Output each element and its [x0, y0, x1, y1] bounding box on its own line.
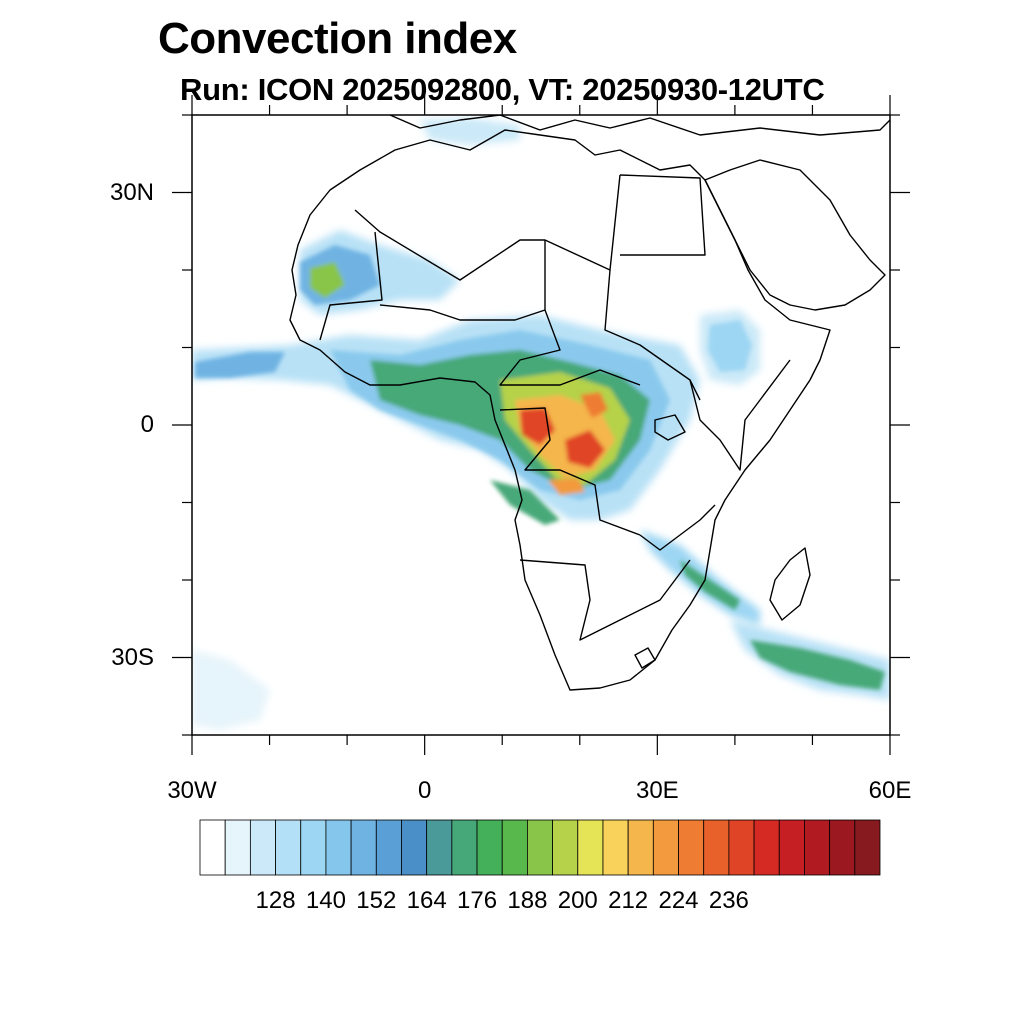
y-tick-label: 0 [140, 411, 154, 438]
colorbar-swatch [527, 819, 553, 876]
colorbar-swatch [627, 819, 654, 876]
colorbar-swatch [652, 819, 679, 876]
lesotho [634, 647, 656, 669]
colorbar-swatch [552, 819, 579, 876]
border-3 [319, 231, 383, 341]
colorbar-tick-label: 140 [305, 887, 346, 914]
colorbar-swatch [577, 819, 604, 876]
colorbar-swatch [249, 819, 276, 876]
border-5 [499, 309, 641, 386]
colorbar-tick-label: 212 [608, 887, 649, 914]
colorbar-swatch [375, 819, 402, 876]
colorbar-swatch [476, 819, 503, 876]
border-1 [354, 174, 621, 281]
colorbar-swatch [829, 819, 856, 876]
x-tick-label: 30W [167, 777, 217, 804]
y-tick-label: 30N [109, 178, 154, 206]
arabian-peninsula [704, 159, 886, 311]
field-sw-corner [192, 650, 270, 730]
colorbar-tick-label: 176 [457, 887, 498, 914]
map-subtitle: Run: ICON 2025092800, VT: 20250930-12UTC [180, 72, 825, 107]
colorbar-swatch [275, 819, 302, 876]
colorbar-swatch [778, 819, 805, 876]
colorbar-swatch [501, 819, 528, 876]
colorbar-tick-label: 152 [356, 887, 397, 914]
x-tick-label: 0 [417, 777, 432, 804]
border-10 [639, 504, 716, 551]
border-2 [379, 240, 546, 321]
colorbar-tick-label: 188 [507, 887, 548, 914]
colorbar-swatch [854, 819, 881, 876]
y-tick-label: 30S [111, 643, 154, 671]
colorbar-swatch [224, 819, 251, 876]
colorbar-swatch [300, 819, 327, 876]
x-tick-label: 30E [635, 777, 679, 804]
colorbar-swatch [451, 819, 478, 876]
madagascar [769, 547, 811, 621]
colorbar-tick-label: 224 [658, 887, 699, 914]
colorbar-swatch [703, 819, 730, 876]
colorbar-tick-label: 200 [557, 887, 598, 914]
axis-ticks [172, 95, 910, 755]
field-mediterranean [420, 118, 520, 145]
colorbar [199, 819, 881, 876]
colorbar-swatch [199, 819, 226, 876]
colorbar-tick-label: 128 [255, 887, 296, 914]
colorbar-swatch [728, 819, 755, 876]
colorbar-swatch [325, 819, 352, 876]
colorbar-tick-label: 236 [708, 887, 749, 914]
border-4 [604, 269, 701, 401]
border-8 [689, 359, 791, 471]
x-tick-label: 60E [868, 777, 912, 804]
colorbar-tick-label: 164 [406, 887, 447, 914]
colorbar-swatch [804, 819, 831, 876]
colorbar-swatch [602, 819, 629, 876]
colorbar-swatch [753, 819, 780, 876]
colorbar-swatch [678, 819, 705, 876]
border-9 [619, 174, 706, 256]
europe-coast [389, 115, 890, 136]
lake-victoria [654, 414, 686, 441]
border-6 [499, 407, 641, 536]
colorbar-swatch [401, 819, 428, 876]
border-7 [519, 559, 691, 641]
colorbar-swatch [350, 819, 377, 876]
map-title: Convection index [158, 14, 517, 63]
convection-field [192, 118, 890, 730]
coastlines-borders [289, 115, 890, 691]
colorbar-swatch [426, 819, 453, 876]
